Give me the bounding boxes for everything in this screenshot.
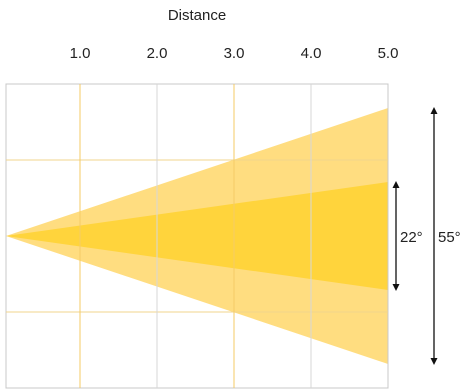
arrow-up-icon [392,181,400,188]
diagram-title: Distance [168,7,226,24]
angle-55-dimension: 55° [430,107,461,365]
distance-grid [5,83,389,389]
arrow-down-icon [430,358,438,365]
grid-border [5,83,389,389]
distance-tick-2: 2.0 [147,45,168,62]
distance-tick-1: 1.0 [70,45,91,62]
arrow-down-icon [392,284,400,291]
distance-tick-5: 5.0 [378,45,399,62]
angle-22-label: 22° [400,229,423,246]
distance-ticks: 1.0 2.0 3.0 4.0 5.0 [70,45,399,62]
angle-55-label: 55° [438,229,461,246]
beam-22-cone [6,182,388,290]
angle-22-dimension: 22° [392,181,423,291]
distance-tick-4: 4.0 [301,45,322,62]
arrow-up-icon [430,107,438,114]
distance-tick-3: 3.0 [224,45,245,62]
